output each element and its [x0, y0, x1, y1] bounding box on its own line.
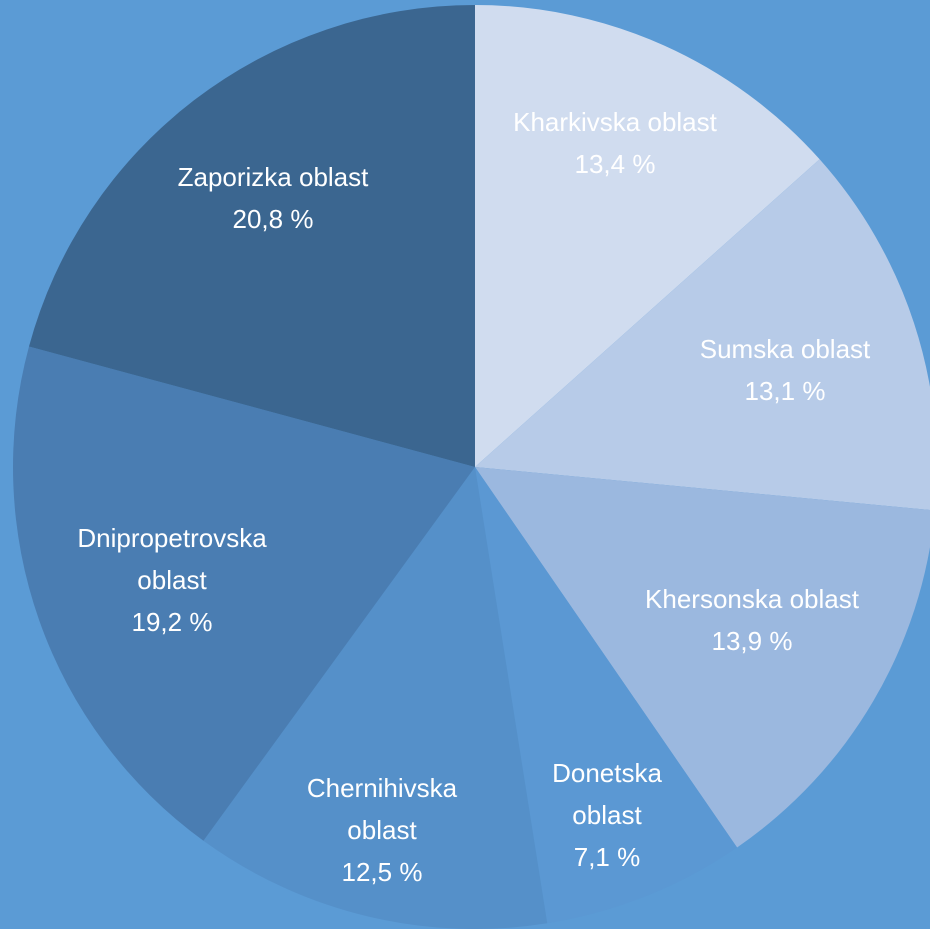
pie-slice [28, 5, 475, 467]
pie-slice [13, 346, 476, 841]
slice-label: Sumska oblast 13,1 % [625, 328, 930, 412]
category-label: Chernihivska oblast [306, 773, 458, 845]
slice-label: Chernihivska oblast 12,5 % [277, 767, 487, 893]
value-label: 7,1 % [573, 842, 641, 872]
value-label: 13,1 % [744, 376, 826, 406]
slice-label: Zaporizka oblast 20,8 % [113, 156, 433, 240]
category-label: Donetska oblast [552, 758, 662, 830]
slice-label: Donetska oblast 7,1 % [532, 752, 682, 878]
value-label: 13,9 % [711, 626, 793, 656]
pie-slice [203, 467, 548, 929]
value-label: 12,5 % [341, 857, 423, 887]
category-label: Sumska oblast [699, 334, 871, 364]
category-label: Kharkivska oblast [513, 107, 717, 137]
pie-slice [475, 159, 930, 511]
slice-label: Khersonska oblast 13,9 % [592, 578, 912, 662]
pie-slice [475, 467, 738, 924]
slice-label: Dnipropetrovska oblast 19,2 % [42, 517, 302, 643]
value-label: 20,8 % [232, 204, 314, 234]
category-label: Dnipropetrovska oblast [77, 523, 267, 595]
slice-label: Kharkivska oblast 13,4 % [455, 101, 775, 185]
pie-slice [475, 5, 820, 467]
category-label: Khersonska oblast [645, 584, 859, 614]
value-label: 19,2 % [131, 607, 213, 637]
category-label: Zaporizka oblast [177, 162, 369, 192]
value-label: 13,4 % [574, 149, 656, 179]
pie-slice [475, 467, 930, 848]
